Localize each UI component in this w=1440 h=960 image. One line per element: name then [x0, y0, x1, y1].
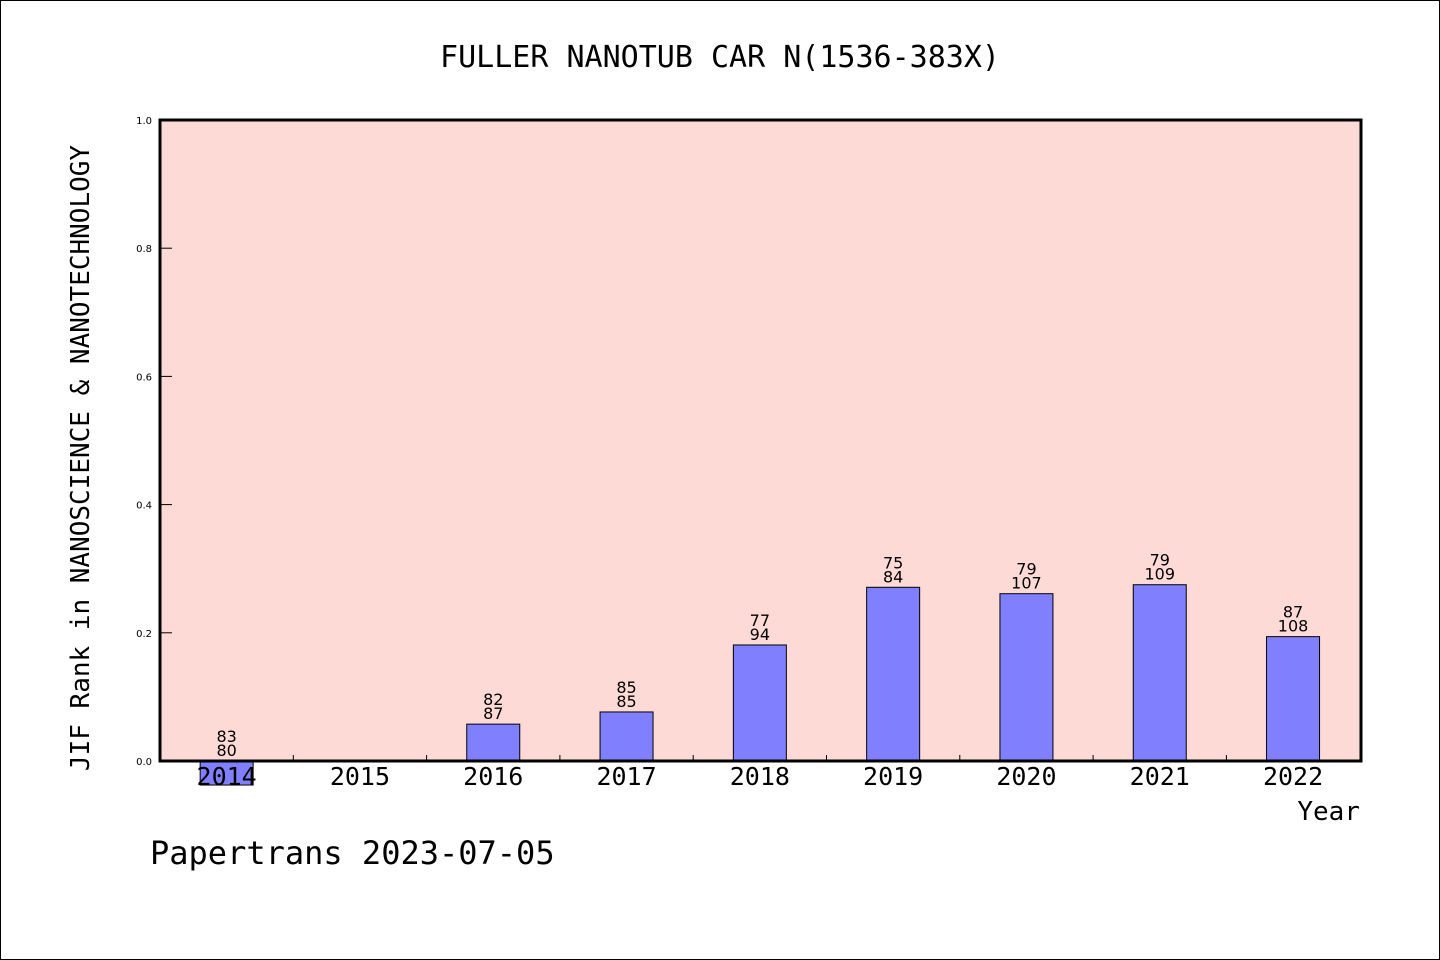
y-tick-label: 0.8 — [136, 244, 152, 255]
y-tick-label: 0.2 — [136, 629, 152, 640]
watermark-text: Papertrans 2023-07-05 — [150, 834, 555, 872]
x-axis-label: Year — [1297, 797, 1360, 827]
chart-title: FULLER NANOTUB CAR N(1536-383X) — [440, 40, 1000, 75]
bar-rank-label: 85 — [616, 678, 636, 697]
x-tick-label: 2021 — [1130, 762, 1190, 791]
x-tick-label: 2014 — [197, 762, 257, 791]
bar-rank-label: 77 — [750, 611, 770, 630]
bar-total-label: 94 — [750, 625, 770, 644]
bar-rank-label: 79 — [1150, 551, 1170, 570]
bar-total-label: 107 — [1011, 574, 1042, 593]
bar-total-label: 80 — [216, 741, 236, 760]
y-tick-label: 1.0 — [136, 116, 152, 127]
x-tick-label: 2015 — [330, 762, 390, 791]
x-tick-label: 2020 — [996, 762, 1056, 791]
x-axis: 2014 2015 2016 2017 2018 2019 2020 2021 2022 — [197, 755, 1323, 791]
x-tick-label: 2018 — [730, 762, 790, 791]
x-tick-label: 2016 — [463, 762, 523, 791]
bars-layer — [199, 584, 1321, 786]
bar — [999, 593, 1054, 762]
y-tick-label: 0.4 — [136, 501, 152, 512]
bar-total-label: 84 — [883, 567, 903, 586]
bar-total-label: 85 — [616, 692, 636, 711]
bar — [599, 711, 654, 762]
x-tick-label: 2019 — [863, 762, 923, 791]
bar — [1132, 584, 1187, 762]
bar-total-label: 109 — [1144, 565, 1175, 584]
x-tick-label: 2022 — [1263, 762, 1323, 791]
y-tick-label: 0.6 — [136, 372, 152, 383]
bar-rank-label: 82 — [483, 690, 503, 709]
bar — [866, 586, 921, 762]
bar-total-label: 108 — [1278, 617, 1309, 636]
bar-rank-label: 75 — [883, 553, 903, 572]
plot-border — [158, 118, 1363, 763]
bar-rank-label: 83 — [216, 727, 236, 746]
bar-total-label: 87 — [483, 704, 503, 723]
y-axis-label: JIF Rank in NANOSCIENCE & NANOTECHNOLOGY — [66, 145, 96, 771]
bar — [1266, 636, 1321, 762]
bar-rank-label: 87 — [1283, 603, 1303, 622]
y-axis: 0.0 0.2 0.4 0.6 0.8 1.0 — [136, 116, 172, 768]
x-tick-label: 2017 — [596, 762, 656, 791]
bar — [732, 644, 787, 762]
bar — [466, 723, 521, 762]
bar-rank-label: 79 — [1016, 560, 1036, 579]
y-tick-label: 0.0 — [136, 757, 152, 768]
